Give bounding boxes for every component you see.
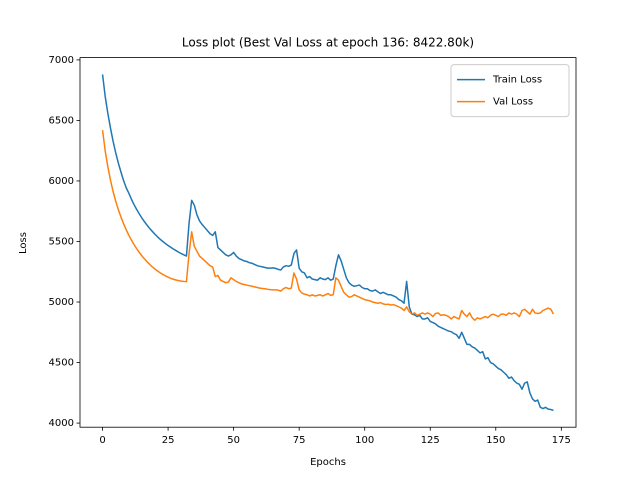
y-tick-label: 7000 xyxy=(49,55,74,66)
y-tick-label: 4000 xyxy=(49,418,74,429)
y-tick-label: 4500 xyxy=(49,358,74,369)
axes-frame xyxy=(79,57,577,428)
y-tick-label: 5000 xyxy=(49,297,74,308)
line-series xyxy=(101,74,554,412)
chart-title: Loss plot (Best Val Loss at epoch 136: 8… xyxy=(182,36,474,50)
x-tick-label: 100 xyxy=(355,435,374,446)
x-tick-label: 125 xyxy=(421,435,440,446)
x-tick-label: 50 xyxy=(227,435,240,446)
legend: Train Loss Val Loss xyxy=(450,64,570,118)
legend-label: Val Loss xyxy=(493,97,533,108)
x-tick-label: 175 xyxy=(552,435,571,446)
x-axis-label: Epochs xyxy=(310,457,346,468)
y-tick-label: 5500 xyxy=(49,236,74,247)
line-series xyxy=(101,130,555,321)
x-tick-label: 150 xyxy=(486,435,505,446)
legend-box xyxy=(450,64,570,118)
x-tick-label: 25 xyxy=(162,435,175,446)
y-tick-label: 6000 xyxy=(49,176,74,187)
x-tick-label: 75 xyxy=(293,435,306,446)
x-tick-label: 0 xyxy=(99,435,105,446)
y-axis-label: Loss xyxy=(18,232,29,254)
y-tick-label: 6500 xyxy=(49,115,74,126)
legend-label: Train Loss xyxy=(492,75,542,86)
